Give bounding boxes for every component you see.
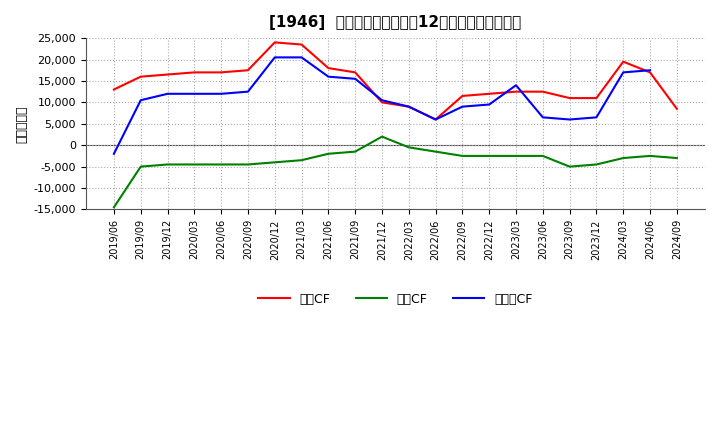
営業CF [297,42,306,47]
投資CF [297,158,306,163]
投資CF [378,134,387,139]
営業CF [378,100,387,105]
投資CF [458,153,467,158]
Line: 営業CF: 営業CF [114,42,677,120]
投資CF [512,153,521,158]
フリーCF [351,76,359,81]
投資CF [271,160,279,165]
投資CF [217,162,225,167]
フリーCF [619,70,628,75]
営業CF [485,91,493,96]
営業CF [271,40,279,45]
営業CF [324,66,333,71]
営業CF [405,104,413,109]
投資CF [136,164,145,169]
投資CF [351,149,359,154]
投資CF [672,155,681,161]
フリーCF [405,104,413,109]
投資CF [190,162,199,167]
営業CF [136,74,145,79]
フリーCF [297,55,306,60]
営業CF [243,68,252,73]
投資CF [243,162,252,167]
営業CF [672,106,681,111]
フリーCF [378,98,387,103]
投資CF [163,162,172,167]
投資CF [646,153,654,158]
投資CF [324,151,333,156]
営業CF [512,89,521,94]
フリーCF [431,117,440,122]
投資CF [619,155,628,161]
営業CF [539,89,547,94]
投資CF [431,149,440,154]
フリーCF [324,74,333,79]
Y-axis label: （百万円）: （百万円） [15,105,28,143]
フリーCF [512,83,521,88]
投資CF [405,145,413,150]
営業CF [646,70,654,75]
営業CF [109,87,118,92]
フリーCF [646,68,654,73]
営業CF [565,95,574,101]
投資CF [565,164,574,169]
営業CF [190,70,199,75]
フリーCF [539,115,547,120]
フリーCF [271,55,279,60]
投資CF [539,153,547,158]
投資CF [109,205,118,210]
Line: フリーCF: フリーCF [114,57,650,154]
投資CF [592,162,600,167]
フリーCF [136,98,145,103]
営業CF [458,93,467,99]
Legend: 営業CF, 投資CF, フリーCF: 営業CF, 投資CF, フリーCF [253,288,537,311]
フリーCF [217,91,225,96]
営業CF [217,70,225,75]
営業CF [619,59,628,64]
フリーCF [565,117,574,122]
フリーCF [109,151,118,156]
フリーCF [243,89,252,94]
Line: 投資CF: 投資CF [114,137,677,207]
フリーCF [163,91,172,96]
投資CF [485,153,493,158]
営業CF [431,117,440,122]
フリーCF [485,102,493,107]
営業CF [351,70,359,75]
フリーCF [190,91,199,96]
営業CF [163,72,172,77]
フリーCF [458,104,467,109]
Title: [1946]  キャッシュフローの12か月移動合計の推移: [1946] キャッシュフローの12か月移動合計の推移 [269,15,521,30]
フリーCF [592,115,600,120]
営業CF [592,95,600,101]
